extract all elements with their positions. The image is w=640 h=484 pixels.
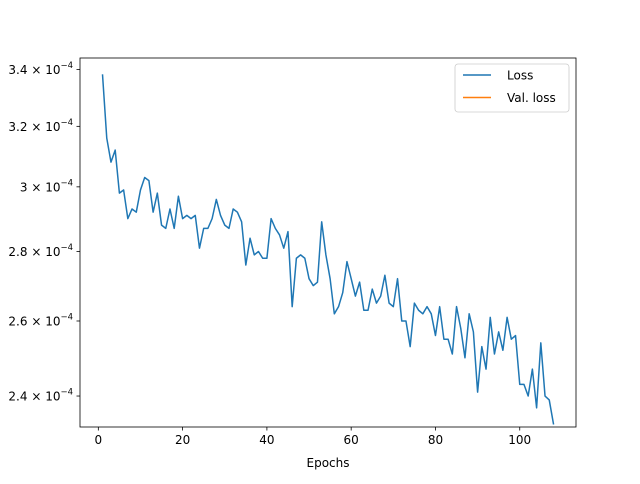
x-tick-label: 0 bbox=[95, 433, 103, 447]
y-tick-label: 3.4 × 10−4 bbox=[8, 61, 73, 77]
x-tick-label: 20 bbox=[175, 433, 190, 447]
legend-label-loss: Loss bbox=[507, 69, 533, 83]
series-lines bbox=[101, 74, 555, 425]
x-axis-ticks: 0 20 40 60 80 100 bbox=[95, 427, 531, 447]
axes-frame bbox=[79, 57, 577, 428]
x-tick-label: 100 bbox=[508, 433, 531, 447]
y-tick-label: 2.6 × 10−4 bbox=[8, 312, 73, 328]
x-tick-label: 60 bbox=[344, 433, 359, 447]
y-tick-label: 3 × 10−4 bbox=[20, 178, 73, 194]
y-axis-ticks: 2.4 × 10−4 2.6 × 10−4 2.8 × 10−4 3 × 10−4 3.… bbox=[8, 61, 80, 404]
legend-frame bbox=[454, 63, 570, 113]
series-line-loss bbox=[101, 74, 555, 425]
x-tick-label: 80 bbox=[428, 433, 443, 447]
legend: Loss Val. loss bbox=[454, 63, 570, 113]
x-tick-label: 40 bbox=[259, 433, 274, 447]
y-tick-label: 2.4 × 10−4 bbox=[8, 388, 73, 404]
y-tick-label: 3.2 × 10−4 bbox=[8, 118, 73, 134]
legend-label-val-loss: Val. loss bbox=[507, 91, 556, 105]
y-tick-label: 2.8 × 10−4 bbox=[8, 243, 73, 259]
x-axis-label: Epochs bbox=[307, 456, 350, 470]
plot-area bbox=[80, 58, 576, 427]
